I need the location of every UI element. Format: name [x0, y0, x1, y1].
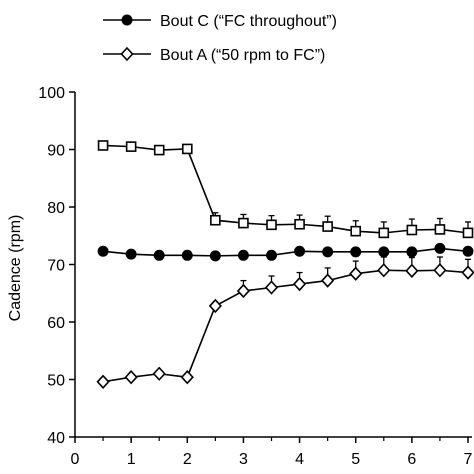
data-point [433, 263, 447, 278]
data-point [208, 298, 222, 314]
data-point [462, 227, 474, 239]
data-point [238, 217, 249, 229]
data-point [405, 263, 419, 279]
data-point [322, 221, 333, 232]
data-point [377, 263, 391, 278]
y-axis-title: Cadence (rpm) [7, 215, 24, 322]
data-point [210, 214, 221, 226]
data-point [97, 245, 109, 257]
data-point [264, 280, 279, 295]
data-point [434, 242, 446, 254]
data-point [266, 249, 277, 261]
x-tick-label: 5 [351, 451, 360, 468]
data-point [236, 283, 251, 299]
series-line [103, 144, 469, 234]
data-point [125, 141, 137, 152]
plot-area [96, 140, 474, 389]
y-tick-label: 100 [38, 85, 65, 102]
data-point [237, 249, 249, 261]
data-point [124, 370, 138, 385]
data-point [125, 248, 137, 260]
data-point [461, 265, 474, 280]
x-tick-label: 4 [295, 451, 304, 468]
y-tick-label: 50 [47, 373, 65, 390]
data-point [378, 246, 390, 258]
y-tick-label: 90 [47, 143, 65, 160]
data-point [209, 250, 221, 262]
series-3 [97, 140, 474, 239]
data-point [96, 374, 110, 389]
series-line [102, 269, 469, 383]
data-point [266, 219, 277, 231]
data-point [350, 246, 362, 258]
data-point [349, 266, 363, 281]
data-point [152, 366, 166, 381]
data-point [350, 225, 362, 237]
legend-item: Bout A (“50 rpm to FC”) [103, 46, 325, 64]
data-point [181, 143, 193, 155]
series-1 [97, 242, 474, 262]
data-point [153, 144, 165, 156]
data-point [97, 140, 109, 151]
x-tick-label: 2 [183, 451, 192, 468]
data-point [406, 224, 418, 236]
data-point [434, 224, 446, 235]
data-point [378, 227, 390, 239]
y-tick-label: 80 [47, 200, 65, 217]
data-point [292, 276, 307, 292]
legend-label: Bout C (“FC throughout”) [160, 13, 337, 30]
data-point [406, 246, 418, 258]
x-tick-label: 6 [407, 451, 416, 468]
y-tick-label: 40 [47, 430, 65, 447]
data-point [321, 273, 335, 288]
data-point [180, 370, 194, 385]
data-point [153, 249, 165, 261]
series-2 [96, 256, 474, 389]
legend: Bout C (“FC throughout”) Bout A (“50 rpm … [103, 13, 337, 64]
x-tick-label: 7 [464, 451, 473, 468]
data-point [462, 245, 474, 257]
x-tick-label: 0 [71, 451, 80, 468]
legend-item: Bout C (“FC throughout”) [103, 13, 337, 30]
data-point [294, 245, 306, 257]
legend-marker [120, 46, 134, 62]
y-tick-label: 70 [47, 258, 65, 275]
y-tick-label: 60 [47, 315, 65, 332]
x-tick-label: 1 [127, 451, 136, 468]
data-point [294, 218, 305, 230]
legend-marker [121, 14, 133, 26]
data-point [322, 246, 334, 258]
data-point [181, 249, 193, 261]
x-tick-label: 3 [239, 451, 248, 468]
legend-label: Bout A (“50 rpm to FC”) [160, 47, 325, 64]
axes: 40 50 60 70 80 90 100 0 1 2 3 4 5 6 7 [38, 85, 472, 468]
